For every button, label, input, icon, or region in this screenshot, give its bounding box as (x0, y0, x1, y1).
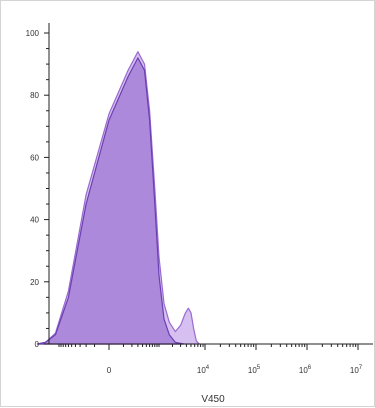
x-tick-label: 0 (107, 366, 112, 375)
x-tick-label: 105 (248, 365, 261, 375)
x-tick-label: 104 (197, 365, 210, 375)
x-axis-title: V450 (201, 394, 225, 405)
histogram-series-1 (36, 57, 185, 345)
y-tick-label: 40 (30, 216, 39, 225)
y-tick-label: 80 (30, 91, 39, 100)
x-tick-label: 107 (350, 365, 363, 375)
x-tick-exponent: 5 (257, 365, 261, 371)
y-tick-label: 20 (30, 278, 39, 287)
x-tick-exponent: 4 (206, 365, 210, 371)
y-tick-label: 60 (30, 153, 39, 162)
x-tick-label: 106 (299, 365, 312, 375)
x-axis: 0 104 105 106 107 (49, 343, 373, 375)
y-tick-label: 100 (26, 29, 40, 38)
y-axis: 100 80 60 40 20 0 (26, 23, 50, 349)
y-tick-label: 0 (35, 340, 40, 349)
series-layer (36, 51, 200, 345)
x-tick-exponent: 7 (359, 365, 363, 371)
x-tick-exponent: 6 (308, 365, 312, 371)
